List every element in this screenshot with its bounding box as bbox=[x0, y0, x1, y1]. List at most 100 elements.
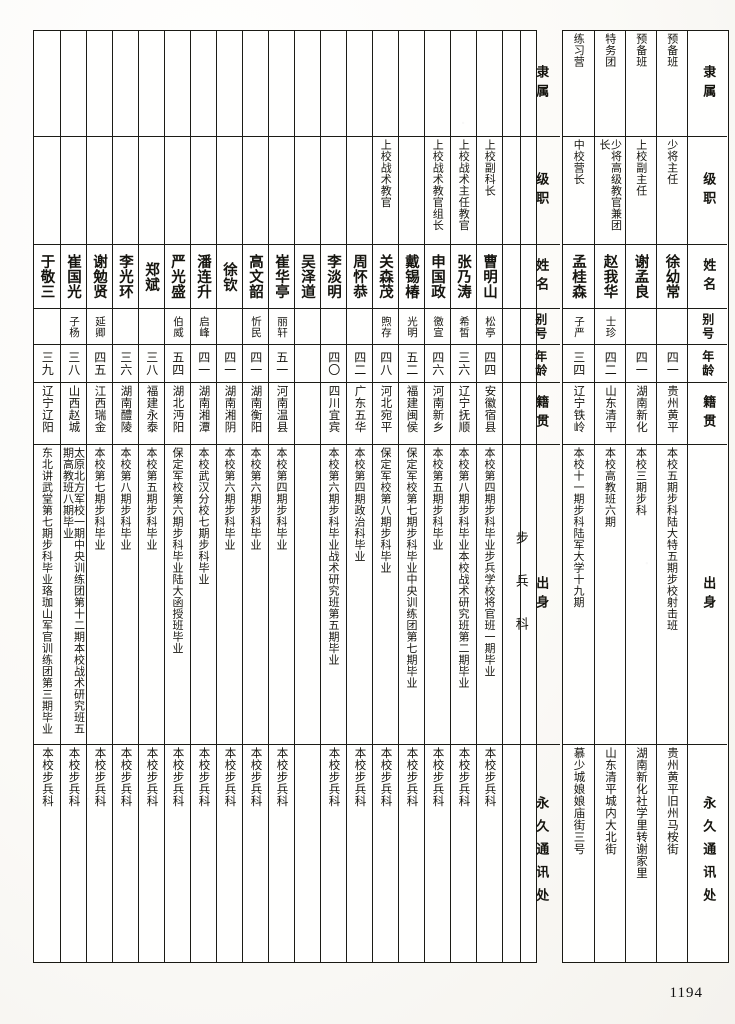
gutter-cell bbox=[503, 308, 520, 344]
cell-origin: 本校第五期步科毕业 bbox=[139, 444, 164, 744]
roster-column: 严光盛 伯威 五四 湖北沔阳 保定军校第六期步科毕业陆大函授班毕业 本校步兵科 bbox=[164, 31, 190, 962]
cell-text: 河北宛平 bbox=[379, 385, 394, 433]
row-header-name: 姓名 bbox=[521, 244, 560, 308]
cell-belonging: 预备班 bbox=[657, 31, 687, 136]
cell-name: 李光环 bbox=[113, 244, 138, 308]
row-header-text: 出身 bbox=[533, 575, 549, 614]
cell-text: 山东清平城内大北街 bbox=[603, 747, 618, 855]
cell-text: 崔国光 bbox=[65, 254, 83, 299]
cell-belonging bbox=[243, 31, 268, 136]
cell-text: 本校三期步科 bbox=[634, 447, 648, 516]
roster-row-header-column: 隶属 级职 姓名 别号 年龄 籍贯 出身 永久通讯处 bbox=[687, 31, 727, 962]
cell-text: 山西赵城 bbox=[67, 385, 82, 433]
cell-text: 本校第六期步科毕业战术研究班第五期毕业 bbox=[327, 447, 340, 666]
cell-text: 福建闽侯 bbox=[405, 385, 420, 433]
cell-native-place: 四川宜宾 bbox=[321, 382, 346, 444]
cell-origin: 本校第六期步科毕业战术研究班第五期毕业 bbox=[321, 444, 346, 744]
cell-text: 保定军校第八期步科毕业 bbox=[379, 447, 392, 574]
roster-column: 吴泽道 bbox=[294, 31, 320, 962]
cell-name: 郑斌 bbox=[139, 244, 164, 308]
cell-rank-post bbox=[191, 136, 216, 244]
row-header-permanent-address: 永久通讯处 bbox=[688, 744, 727, 962]
cell-origin: 本校十一期步科陆军大学十九期 bbox=[563, 444, 594, 744]
gutter-cell bbox=[503, 344, 520, 382]
cell-age: 五四 bbox=[165, 344, 190, 382]
cell-text: 本校第八期步科毕业本校战术研究班第二期毕业 bbox=[457, 447, 470, 689]
cell-text: 本校步兵科 bbox=[119, 747, 134, 807]
cell-age: 四一 bbox=[217, 344, 242, 382]
cell-text: 本校步兵科 bbox=[40, 747, 55, 807]
cell-belonging bbox=[347, 31, 372, 136]
cell-permanent-address: 山东清平城内大北街 bbox=[595, 744, 625, 962]
row-header-text: 籍贯 bbox=[700, 394, 716, 433]
cell-permanent-address: 慕少城娘娘庙街三号 bbox=[563, 744, 594, 962]
cell-native-place: 湖南衡阳 bbox=[243, 382, 268, 444]
cell-permanent-address: 本校步兵科 bbox=[61, 744, 86, 962]
cell-text: 本校步兵科 bbox=[171, 747, 186, 807]
cell-text: 河南新乡 bbox=[431, 385, 446, 433]
cell-text: 湖南衡阳 bbox=[249, 385, 264, 433]
cell-text: 高文韶 bbox=[247, 254, 265, 299]
row-header-text: 籍贯 bbox=[533, 394, 549, 433]
cell-text: 李光环 bbox=[117, 254, 135, 299]
cell-native-place bbox=[295, 382, 320, 444]
cell-native-place: 湖南湘潭 bbox=[191, 382, 216, 444]
cell-origin: 保定军校第八期步科毕业 bbox=[373, 444, 398, 744]
row-header-name: 姓名 bbox=[688, 244, 727, 308]
row-header-age: 年龄 bbox=[688, 344, 727, 382]
cell-rank-post: 上校战术主任教官 bbox=[451, 136, 476, 244]
cell-alias bbox=[217, 308, 242, 344]
branch-label-infantry: 步兵科 bbox=[500, 370, 540, 820]
cell-text: 四四 bbox=[482, 351, 497, 376]
roster-table-left: 于敬三 三九 辽宁辽阳 东北讲武堂第七期步科毕业珞珈山军官训练团第三期毕业 本校步兵科崔… bbox=[33, 30, 560, 963]
cell-native-place: 湖南湘阴 bbox=[217, 382, 242, 444]
cell-belonging bbox=[425, 31, 450, 136]
cell-native-place: 湖南新化 bbox=[626, 382, 656, 444]
cell-name: 吴泽道 bbox=[295, 244, 320, 308]
cell-age: 四二 bbox=[347, 344, 372, 382]
cell-age: 五一 bbox=[269, 344, 294, 382]
cell-alias bbox=[347, 308, 372, 344]
cell-name: 高文韶 bbox=[243, 244, 268, 308]
row-header-text: 年龄 bbox=[533, 349, 548, 378]
cell-text: 河南温县 bbox=[275, 385, 290, 433]
cell-origin: 本校第六期步科毕业 bbox=[243, 444, 268, 744]
cell-text: 三六 bbox=[456, 351, 471, 376]
cell-text: 辽宁辽阳 bbox=[40, 385, 55, 433]
cell-text: 预备班 bbox=[665, 33, 679, 68]
row-header-native-place: 籍贯 bbox=[521, 382, 560, 444]
cell-text: 少将高级教官兼团长 bbox=[598, 139, 623, 231]
cell-origin: 本校五期步科陆大特五期步校射击班 bbox=[657, 444, 687, 744]
cell-origin: 本校高教班六期 bbox=[595, 444, 625, 744]
cell-permanent-address: 本校步兵科 bbox=[477, 744, 502, 962]
cell-alias bbox=[657, 308, 687, 344]
cell-age: 三九 bbox=[34, 344, 60, 382]
row-header-text: 年龄 bbox=[700, 349, 715, 378]
roster-column: 预备班 上校副主任 谢孟良 四一 湖南新化 本校三期步科 湖南新化社学里转谢家里 bbox=[625, 31, 656, 962]
cell-belonging bbox=[113, 31, 138, 136]
row-header-text: 级职 bbox=[700, 171, 716, 210]
cell-permanent-address: 本校步兵科 bbox=[321, 744, 346, 962]
cell-text: 少将主任 bbox=[665, 139, 679, 185]
cell-rank-post: 上校战术教官 bbox=[373, 136, 398, 244]
cell-native-place: 河南新乡 bbox=[425, 382, 450, 444]
gutter-cell bbox=[503, 31, 520, 136]
cell-alias bbox=[113, 308, 138, 344]
cell-text: 希皙 bbox=[457, 315, 470, 338]
cell-age: 三六 bbox=[451, 344, 476, 382]
cell-rank-post bbox=[217, 136, 242, 244]
row-header-belonging: 隶属 bbox=[521, 31, 560, 136]
cell-alias: 伯威 bbox=[165, 308, 190, 344]
roster-column: 李淡明 四〇 四川宜宾 本校第六期步科毕业战术研究班第五期毕业 本校步兵科 bbox=[320, 31, 346, 962]
cell-text: 本校武汉分校七期步科毕业 bbox=[197, 447, 210, 585]
cell-alias: 子严 bbox=[563, 308, 594, 344]
cell-rank-post bbox=[243, 136, 268, 244]
roster-column: 周怀恭 四二 广东五华 本校第四期政治科毕业 本校步兵科 bbox=[346, 31, 372, 962]
cell-belonging bbox=[399, 31, 424, 136]
roster-gutter-column bbox=[502, 31, 520, 962]
roster-column: 上校副科长 曹明山 松亭 四四 安徽宿县 本校第四期步科毕业步兵学校将官班一期毕业 本校步兵… bbox=[476, 31, 502, 962]
cell-age: 四〇 bbox=[321, 344, 346, 382]
cell-text: 本校第八期步科毕业 bbox=[119, 447, 132, 551]
cell-origin: 本校第七期步科毕业 bbox=[87, 444, 112, 744]
